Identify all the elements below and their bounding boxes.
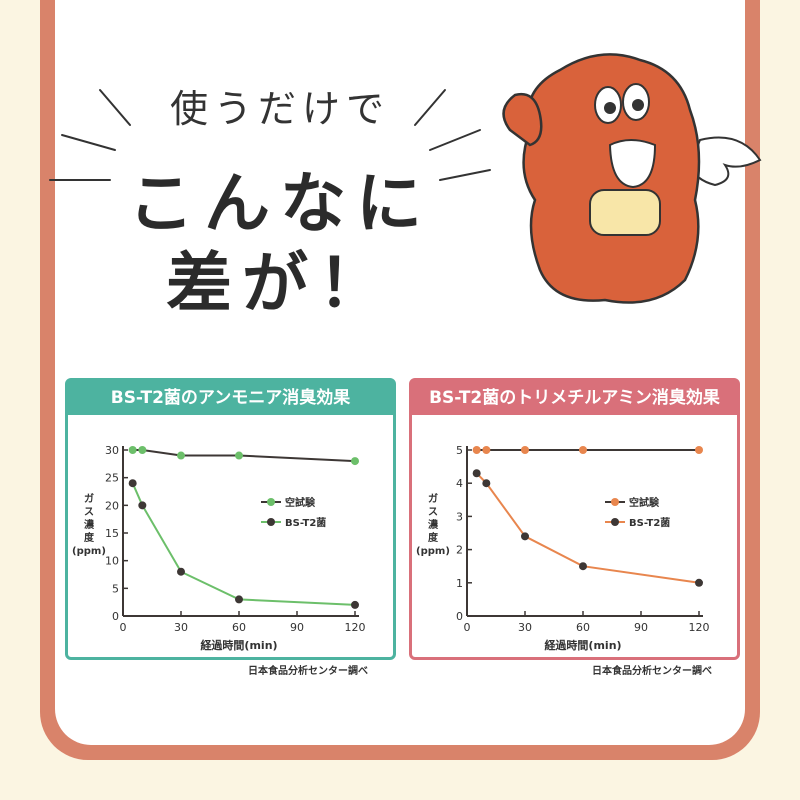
y-tick-label: 2 <box>456 544 463 557</box>
data-point <box>695 446 703 454</box>
y-tick-label: 25 <box>105 472 119 485</box>
x-axis-label: 経過時間(min) <box>200 638 277 652</box>
legend-label: BS-T2菌 <box>285 516 326 529</box>
legend-label: BS-T2菌 <box>629 516 670 529</box>
y-axis-label: ガス濃度(ppm) <box>416 492 450 557</box>
chart-credit: 日本食品分析センター調べ <box>592 666 712 677</box>
emphasis-rays <box>49 89 491 181</box>
y-tick-label: 5 <box>112 582 119 595</box>
y-tick-label: 0 <box>112 610 119 623</box>
x-axis-label: 経過時間(min) <box>544 638 621 652</box>
trimethylamine-chart: 0 1 2 3 4 5 0 30 60 90 120 経過時間(min) ガス濃度(ppm) 空試験 BS-… <box>416 444 710 652</box>
data-point <box>472 446 481 454</box>
legend-marker <box>267 498 275 506</box>
data-point <box>579 446 587 454</box>
data-point <box>579 562 587 571</box>
legend-label: 空試験 <box>285 496 316 509</box>
x-tick-label: 30 <box>174 621 188 634</box>
x-tick-label: 120 <box>345 621 366 634</box>
headline-line2: こんなに <box>128 165 432 242</box>
series-line <box>132 449 356 463</box>
y-tick-label: 15 <box>105 527 119 540</box>
y-tick-label: 20 <box>105 499 119 512</box>
data-point <box>482 446 491 454</box>
ammonia-chart-panel: BS-T2菌のアンモニア消臭効果 <box>65 378 396 660</box>
data-point <box>177 451 185 460</box>
chart-title: BS-T2菌のトリメチルアミン消臭効果 <box>412 381 737 415</box>
data-point <box>177 567 185 576</box>
x-tick-label: 90 <box>634 621 648 634</box>
legend-marker <box>267 518 275 526</box>
trimethylamine-chart-panel: BS-T2菌のトリメチルアミン消臭効果 <box>409 378 740 660</box>
data-point <box>138 501 147 510</box>
x-tick-label: 90 <box>290 621 304 634</box>
data-point <box>128 446 137 454</box>
x-tick-label: 60 <box>576 621 590 634</box>
data-point <box>472 469 481 478</box>
data-point <box>235 595 243 604</box>
series-line <box>131 482 356 606</box>
y-tick-label: 5 <box>456 444 463 457</box>
data-point <box>521 532 529 541</box>
x-tick-label: 120 <box>689 621 710 634</box>
data-point <box>138 446 147 454</box>
x-tick-label: 0 <box>464 621 471 634</box>
data-point <box>128 479 137 488</box>
mascot-illustration <box>502 53 762 304</box>
x-tick-label: 0 <box>120 621 127 634</box>
y-tick-label: 4 <box>456 477 463 490</box>
data-point <box>482 479 491 488</box>
y-tick-label: 3 <box>456 510 463 523</box>
headline-line1: 使うだけで <box>169 87 390 131</box>
data-point <box>521 446 529 454</box>
x-tick-label: 30 <box>518 621 532 634</box>
x-tick-label: 60 <box>232 621 246 634</box>
chart-credit: 日本食品分析センター調べ <box>248 666 368 677</box>
chart-title: BS-T2菌のアンモニア消臭効果 <box>68 381 393 415</box>
y-tick-label: 10 <box>105 555 119 568</box>
data-point <box>351 457 359 466</box>
headline-line3: 差が！ <box>166 245 394 322</box>
ammonia-chart: 0 5 10 15 20 25 30 0 30 60 90 120 経過時間(min) ガス濃度(ppm)… <box>72 444 366 652</box>
data-point <box>695 578 703 587</box>
data-point <box>351 600 359 609</box>
y-axis-label: ガス濃度(ppm) <box>72 492 106 557</box>
data-point <box>235 451 243 460</box>
legend-marker <box>611 498 619 506</box>
y-tick-label: 0 <box>456 610 463 623</box>
legend-marker <box>611 518 619 526</box>
y-tick-label: 30 <box>105 444 119 457</box>
y-tick-label: 1 <box>456 577 463 590</box>
legend-label: 空試験 <box>629 496 660 509</box>
